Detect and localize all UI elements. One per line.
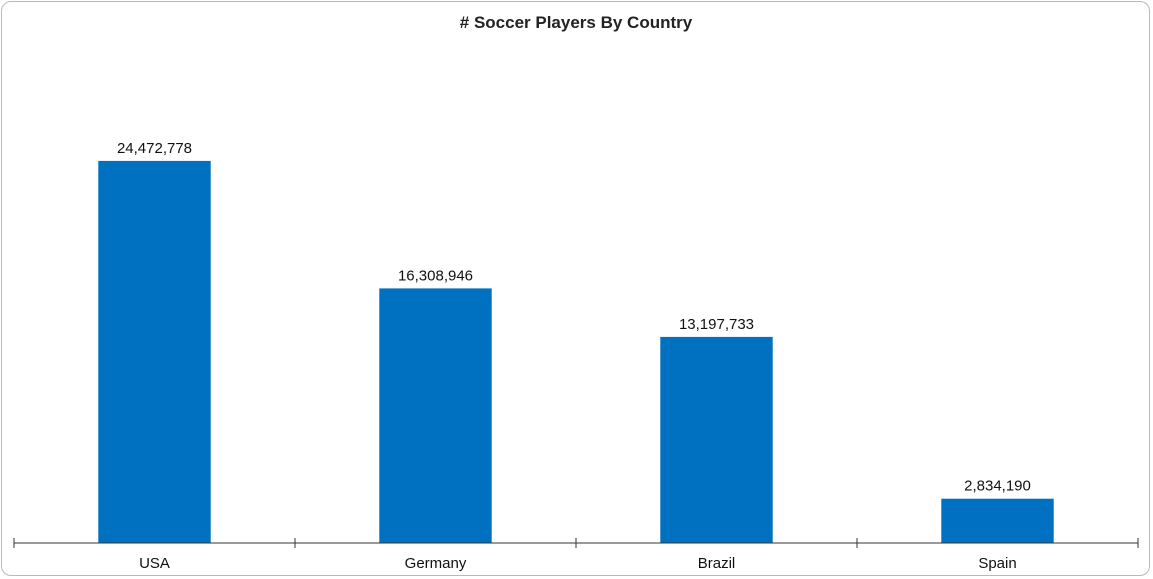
data-label-usa: 24,472,778 (117, 140, 192, 157)
data-label-spain: 2,834,190 (964, 478, 1031, 495)
data-label-germany: 16,308,946 (398, 267, 473, 284)
data-label-brazil: 13,197,733 (679, 316, 754, 333)
x-tick-label-germany: Germany (405, 555, 467, 572)
x-axis: USA Germany Brazil Spain (13, 538, 1139, 572)
x-tick-label-spain: Spain (978, 555, 1016, 572)
bar-germany (379, 288, 492, 543)
bar-spain (941, 498, 1054, 543)
bar-brazil (660, 336, 773, 543)
chart-title: # Soccer Players By Country (460, 13, 693, 32)
bars-layer: 24,472,778 16,308,946 13,197,733 2,834,190 (98, 140, 1054, 543)
x-tick-label-usa: USA (139, 555, 170, 572)
bar-usa (98, 160, 211, 543)
x-tick-label-brazil: Brazil (698, 555, 736, 572)
